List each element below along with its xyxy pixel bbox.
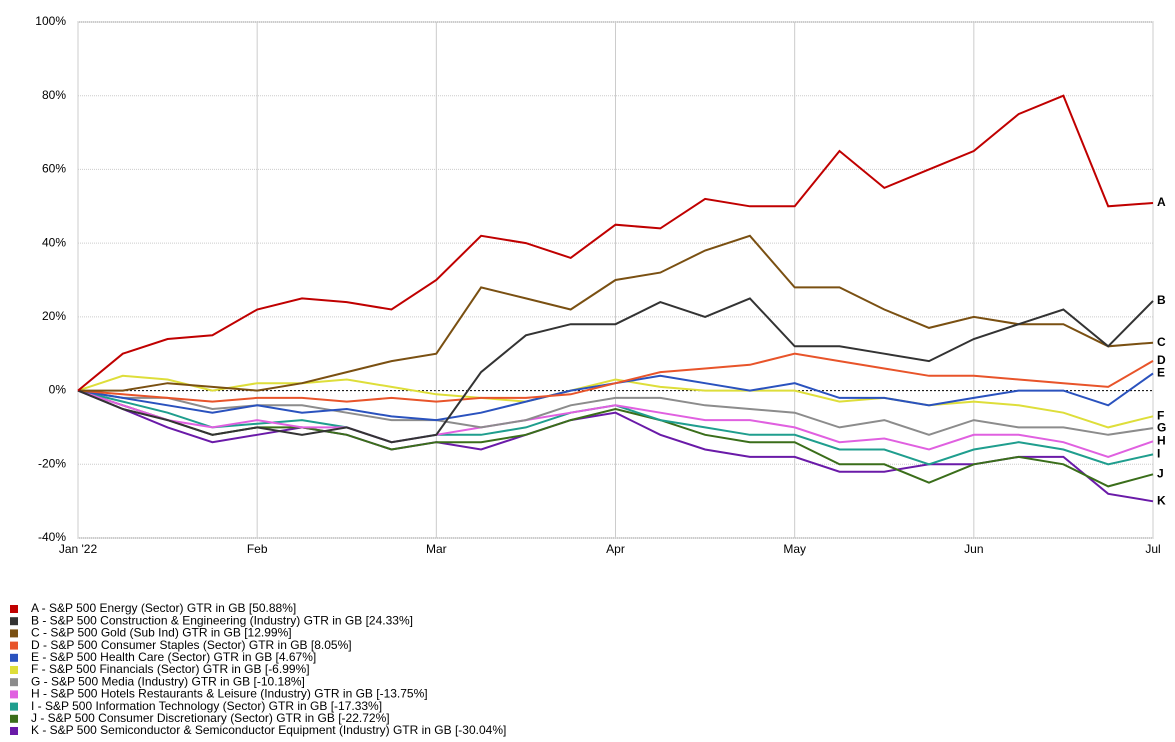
y-tick-label: 60% <box>42 162 66 176</box>
series-end-label: J <box>1157 466 1164 480</box>
y-tick-label: 0% <box>49 383 67 397</box>
legend-label: E - S&P 500 Health Care (Sector) GTR in … <box>31 650 316 664</box>
legend-label: F - S&P 500 Financials (Sector) GTR in G… <box>31 662 310 676</box>
series-line <box>77 94 1154 392</box>
y-tick-label: 80% <box>42 88 66 102</box>
y-tick-label: -20% <box>38 456 66 470</box>
legend-swatch <box>10 653 18 662</box>
y-tick-label: -40% <box>38 530 66 544</box>
series-line <box>77 374 1154 429</box>
series-end-label: F <box>1157 409 1164 423</box>
legend-swatch <box>10 727 18 735</box>
legend-label: J - S&P 500 Consumer Discretionary (Sect… <box>31 711 390 725</box>
x-tick-label: Apr <box>606 542 625 556</box>
legend-swatch <box>10 678 18 687</box>
legend-swatch <box>10 702 18 711</box>
series-end-label: E <box>1157 366 1165 380</box>
series-line <box>77 297 1154 444</box>
legend-label: B - S&P 500 Construction & Engineering (… <box>31 613 413 627</box>
series-line <box>77 352 1154 403</box>
legend-label: C - S&P 500 Gold (Sub Ind) GTR in GB [12… <box>31 626 292 640</box>
legend-swatch <box>10 666 18 674</box>
legend-swatch <box>10 690 18 699</box>
series-end-label: H <box>1157 433 1166 447</box>
series-end-label: B <box>1157 293 1166 307</box>
legend-label: A - S&P 500 Energy (Sector) GTR in GB [5… <box>31 601 296 615</box>
legend-swatch <box>10 714 18 723</box>
series-line <box>77 389 1154 458</box>
series-end-label: A <box>1157 195 1166 209</box>
x-tick-label: Feb <box>247 542 268 556</box>
legend-swatch <box>10 641 18 650</box>
x-tick-label: Jan '22 <box>59 542 98 556</box>
series-line <box>78 234 1154 392</box>
series-end-label: K <box>1157 493 1166 507</box>
series-end-label: I <box>1157 447 1160 461</box>
legend-swatch <box>10 605 18 613</box>
x-tick-label: Jul <box>1145 542 1160 556</box>
legend-label: H - S&P 500 Hotels Restaurants & Leisure… <box>31 687 428 701</box>
y-tick-label: 100% <box>35 14 66 28</box>
x-tick-label: Jun <box>964 542 983 556</box>
legend-label: I - S&P 500 Information Technology (Sect… <box>31 699 382 713</box>
legend-swatch <box>10 629 18 638</box>
y-tick-label: 20% <box>42 309 66 323</box>
legend-label: G - S&P 500 Media (Industry) GTR in GB [… <box>31 674 305 688</box>
y-tick-label: 40% <box>42 235 66 249</box>
series-end-label: G <box>1157 420 1166 434</box>
series-end-label: D <box>1157 353 1166 367</box>
series-end-label: C <box>1157 335 1166 349</box>
legend-label: K - S&P 500 Semiconductor & Semiconducto… <box>31 723 506 737</box>
legend-label: D - S&P 500 Consumer Staples (Sector) GT… <box>31 638 352 652</box>
x-tick-label: Mar <box>426 542 447 556</box>
legend-swatch <box>10 617 18 626</box>
x-tick-label: May <box>783 542 806 556</box>
